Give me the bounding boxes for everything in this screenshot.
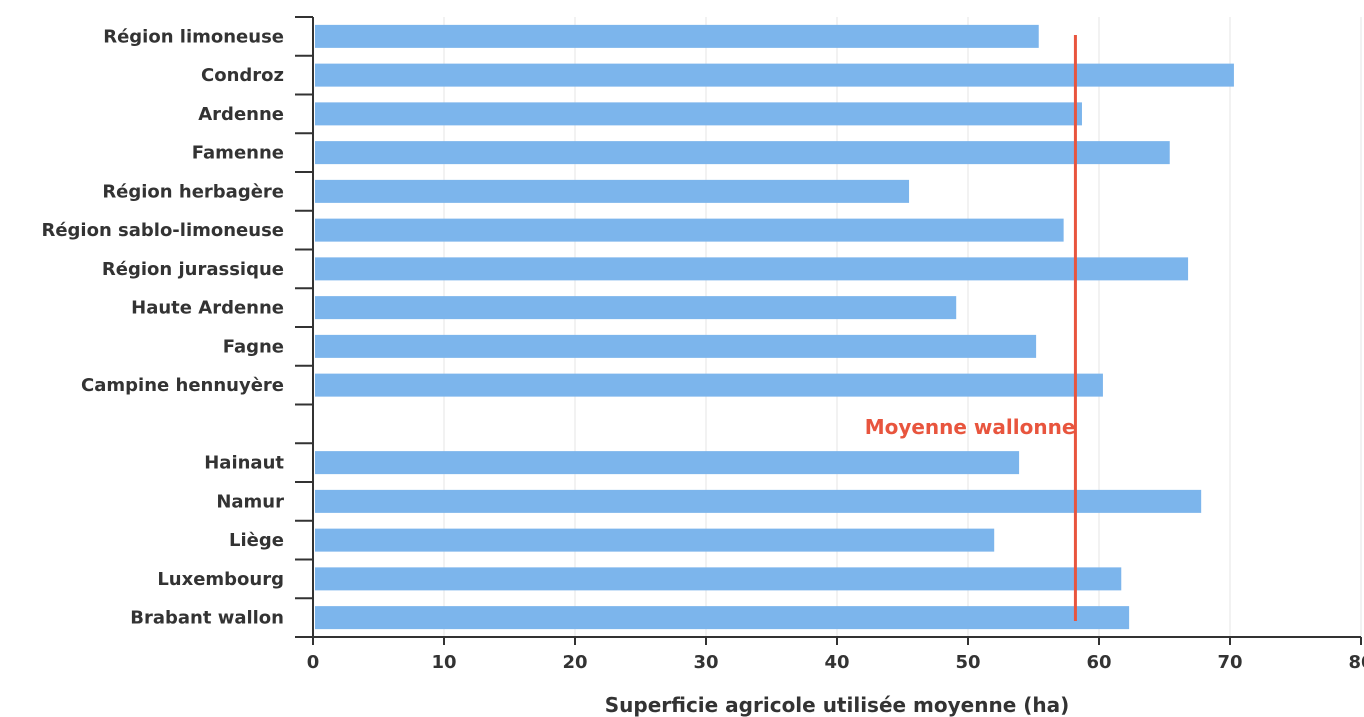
category-label: Région sablo-limoneuse [41,220,284,241]
x-axis: 0 10 20 30 40 50 60 70 80 [307,636,1364,673]
bar [315,373,1103,397]
bar [315,63,1234,87]
bar [315,451,1020,475]
category-label: Campine hennuyère [81,375,284,396]
category-label: Ardenne [198,104,284,125]
bar [315,102,1082,126]
x-tick-label: 0 [307,652,320,673]
x-axis-title: Superficie agricole utilisée moyenne (ha… [605,693,1070,717]
x-tick-label: 70 [1217,652,1242,673]
category-label: Région herbagère [102,181,284,202]
category-label: Famenne [192,143,284,164]
bar [315,296,957,320]
bar [315,528,995,552]
bars [315,24,1234,630]
bar [315,334,1037,358]
category-label: Brabant wallon [130,608,284,629]
bar [315,489,1202,513]
average-line-label: Moyenne wallonne [865,415,1076,439]
reference-line: Moyenne wallonne [865,35,1077,621]
category-label: Liège [229,530,284,551]
x-tick-label: 30 [693,652,718,673]
x-tick-label: 50 [955,652,980,673]
bar [315,567,1122,591]
category-label: Condroz [201,65,284,86]
category-label: Luxembourg [157,569,284,590]
category-label: Haute Ardenne [131,298,284,319]
category-label: Région jurassique [102,259,284,280]
y-axis: Région limoneuse Condroz Ardenne Famenne Rég… [41,16,314,638]
x-tick-label: 40 [824,652,849,673]
bar [315,24,1039,48]
x-tick-label: 10 [431,652,456,673]
bar [315,257,1189,281]
category-label: Namur [216,491,284,512]
category-label: Fagne [223,336,284,357]
bar [315,218,1064,242]
category-label: Région limoneuse [103,26,284,47]
x-tick-label: 20 [562,652,587,673]
category-label: Hainaut [204,453,284,474]
bar [315,141,1170,165]
bar [315,179,910,203]
bar [315,606,1130,630]
x-tick-label: 80 [1348,652,1364,673]
x-tick-label: 60 [1086,652,1111,673]
